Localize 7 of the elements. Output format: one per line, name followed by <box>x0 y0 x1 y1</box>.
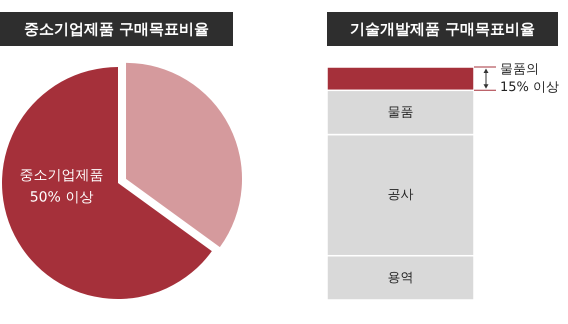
slice-label: 중소기업제품 50% 이상 <box>19 168 104 206</box>
chart-title: 기술개발제품 구매목표비율 <box>350 20 536 38</box>
chart-title: 중소기업제품 구매목표비율 <box>24 20 210 38</box>
series-label: 물품 <box>388 104 414 120</box>
series-label: 용역 <box>388 270 414 286</box>
legend-label: 물품의 15% 이상 <box>500 62 560 96</box>
series-label: 공사 <box>388 188 414 203</box>
